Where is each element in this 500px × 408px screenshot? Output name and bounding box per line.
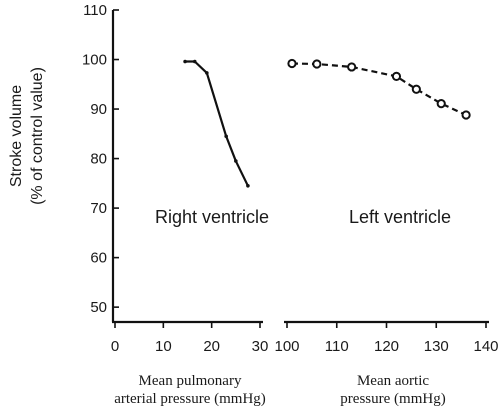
panel-label-right-ventricle: Right ventricle: [155, 207, 269, 227]
x-axis-title-right-line1: Mean aortic: [357, 373, 429, 389]
y-tick-label: 100: [82, 52, 107, 69]
data-point: [183, 59, 187, 64]
data-point: [347, 62, 357, 72]
data-point: [224, 134, 228, 139]
x-tick-label: 140: [473, 338, 498, 355]
data-point: [234, 159, 238, 163]
data-point: [246, 184, 250, 188]
data-point: [287, 58, 297, 69]
data-point: [192, 59, 197, 64]
y-axis-title-line1: Stroke volume: [8, 85, 25, 187]
series-line: [185, 60, 249, 187]
chart-marks: 50 60 70 80 90 100 110 0 10 20 30 100 110 120 130 140: [82, 2, 499, 355]
x-tick-label: 100: [274, 338, 299, 355]
data-point: [205, 71, 209, 75]
y-tick-label: 110: [83, 2, 107, 19]
x-tick-label: 20: [203, 338, 220, 355]
y-tick-label: 60: [90, 250, 107, 267]
data-point: [391, 71, 402, 81]
panel-label-left-ventricle: Left ventricle: [349, 207, 451, 227]
x-tick-label: 30: [252, 338, 269, 355]
x-axis-title-left-line2: arterial pressure (mmHg): [114, 391, 266, 407]
y-tick-label: 80: [90, 151, 107, 168]
y-tick-label: 90: [90, 101, 107, 118]
x-tick-label: 110: [325, 338, 349, 355]
y-axis-title-line2: (% of control value): [29, 67, 46, 205]
y-tick-label: 50: [90, 299, 107, 316]
x-tick-label: 0: [111, 338, 119, 355]
x-tick-label: 10: [155, 338, 172, 355]
y-tick-label: 70: [90, 200, 107, 217]
data-point: [461, 110, 471, 120]
x-axis-title-left-line1: Mean pulmonary: [139, 373, 242, 389]
x-axis-title-right-line2: pressure (mmHg): [340, 391, 445, 407]
data-point: [436, 99, 446, 109]
x-tick-label: 130: [424, 338, 449, 355]
data-point: [312, 59, 322, 69]
x-tick-label: 120: [374, 338, 399, 355]
data-point: [411, 84, 421, 94]
